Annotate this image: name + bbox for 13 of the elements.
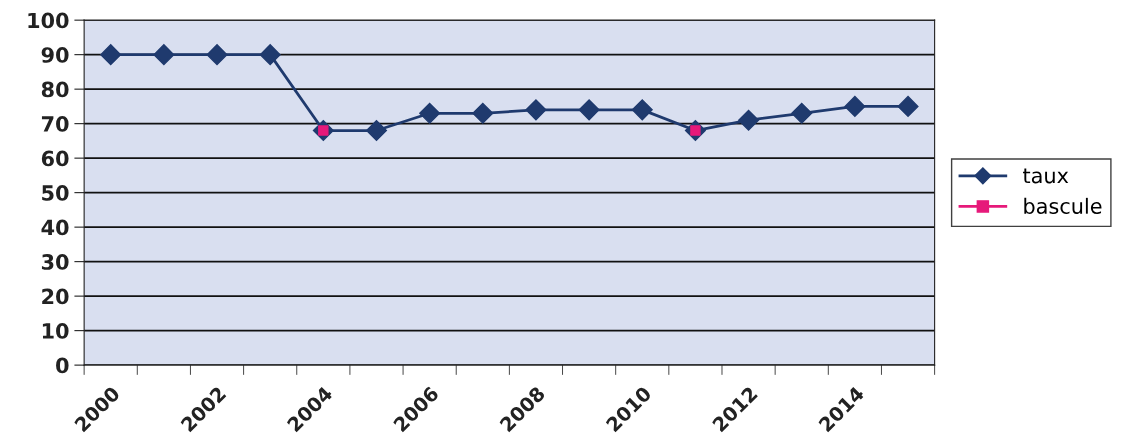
legend-label: taux <box>1023 168 1069 184</box>
y-tick-label: 0 <box>56 357 69 374</box>
y-tick-label: 60 <box>41 150 69 167</box>
y-tick-label: 50 <box>42 185 69 201</box>
y-tick-label: 40 <box>41 219 69 236</box>
y-tick-label: 90 <box>41 47 69 63</box>
y-tick-label: 70 <box>41 116 69 132</box>
y-tick-label: 20 <box>42 288 69 305</box>
legend-label: bascule <box>1024 197 1102 214</box>
y-tick-label: 80 <box>41 81 69 98</box>
y-tick-label: 30 <box>41 254 69 270</box>
y-tick-label: 10 <box>42 323 69 339</box>
y-tick-label: 100 <box>28 12 69 29</box>
